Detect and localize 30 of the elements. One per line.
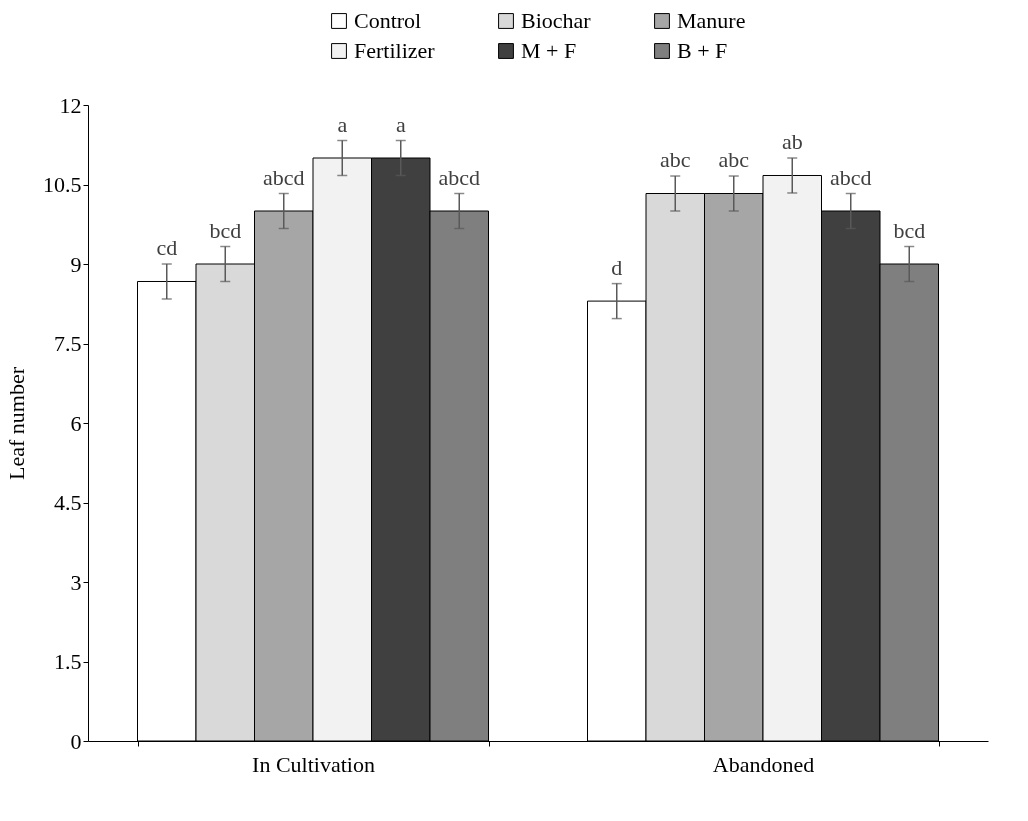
y-tick-label: 12 [59,92,82,118]
data-label: cd [156,235,178,260]
data-label: abcd [438,164,481,190]
y-tick-label: 1.5 [54,649,82,674]
data-label: abc [718,147,750,173]
legend-label: Biochar [521,8,592,33]
data-label: bcd [209,217,242,243]
data-label: ab [781,129,803,154]
x-tick-label: In Cultivation [252,751,375,777]
y-tick-label: 6 [70,410,82,436]
y-tick-label: 9 [70,251,82,277]
data-label: a [337,111,348,137]
legend-label: M + F [521,38,577,63]
y-tick-label: 7.5 [54,331,82,356]
data-label: d [611,254,623,280]
legend-label: Manure [677,8,746,33]
y-tick-label: 0 [70,728,82,754]
data-label: abcd [262,164,305,190]
data-label: bcd [893,217,926,243]
data-label: a [395,111,406,137]
data-label: abcd [829,164,872,190]
y-tick-label: 4.5 [54,490,82,515]
data-label: abc [659,147,691,173]
legend-label: Fertilizer [354,38,436,63]
y-tick-label: 10.5 [43,172,82,197]
legend-label: Control [354,8,422,33]
y-tick-label: 3 [70,569,82,595]
y-axis-title: Leaf number [4,366,29,480]
legend-label: B + F [677,38,728,63]
x-tick-label: Abandoned [712,751,815,777]
